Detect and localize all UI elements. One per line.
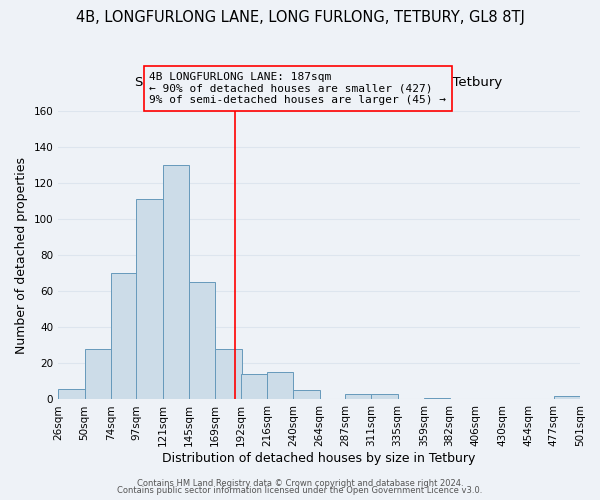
Bar: [58, 388, 85, 400]
Bar: [163, 165, 189, 400]
Title: Size of property relative to detached houses in Tetbury: Size of property relative to detached ho…: [136, 76, 503, 89]
Bar: [215, 349, 242, 400]
Bar: [267, 372, 293, 400]
Text: Contains HM Land Registry data © Crown copyright and database right 2024.: Contains HM Land Registry data © Crown c…: [137, 478, 463, 488]
Bar: [111, 273, 137, 400]
Bar: [85, 349, 111, 400]
Y-axis label: Number of detached properties: Number of detached properties: [15, 156, 28, 354]
Text: Contains public sector information licensed under the Open Government Licence v3: Contains public sector information licen…: [118, 486, 482, 495]
Bar: [241, 374, 267, 400]
Bar: [424, 398, 451, 400]
Bar: [293, 390, 320, 400]
Bar: [189, 282, 215, 400]
X-axis label: Distribution of detached houses by size in Tetbury: Distribution of detached houses by size …: [163, 452, 476, 465]
Bar: [136, 200, 163, 400]
Text: 4B LONGFURLONG LANE: 187sqm
← 90% of detached houses are smaller (427)
9% of sem: 4B LONGFURLONG LANE: 187sqm ← 90% of det…: [149, 72, 446, 105]
Bar: [554, 396, 580, 400]
Bar: [345, 394, 371, 400]
Bar: [371, 394, 398, 400]
Text: 4B, LONGFURLONG LANE, LONG FURLONG, TETBURY, GL8 8TJ: 4B, LONGFURLONG LANE, LONG FURLONG, TETB…: [76, 10, 524, 25]
